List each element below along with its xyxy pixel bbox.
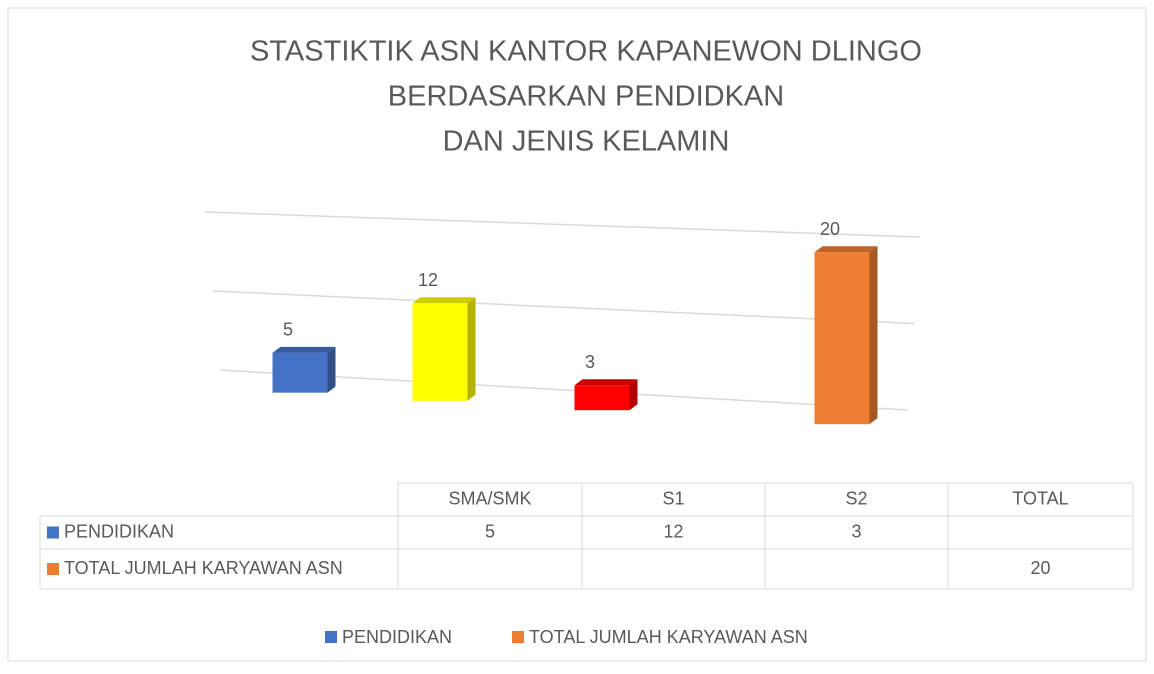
bar-top [814,246,878,253]
table-cell: 20 [1030,558,1050,578]
bar [574,385,630,411]
table-row-label: PENDIDIKAN [64,521,174,541]
table-cell: 12 [663,521,683,541]
legend-label: PENDIDIKAN [342,627,452,647]
chart-title: DAN JENIS KELAMIN [443,126,730,158]
bar-side [629,379,638,411]
data-label: 3 [585,352,595,372]
data-label: 5 [283,320,293,340]
legend-key [325,631,337,643]
table-cell: 5 [485,521,495,541]
legend-key [512,631,524,643]
chart-title: STASTIKTIK ASN KANTOR KAPANEWON DLINGO [250,36,922,68]
bar-side [327,346,336,393]
table-header: S1 [662,488,684,508]
bar-side [467,297,476,401]
chart-frame [7,7,1147,662]
legend-key [47,526,59,539]
table-row-label: TOTAL JUMLAH KARYAWAN ASN [64,558,343,578]
bar [272,352,328,393]
bar-top [574,379,638,386]
data-label: 20 [820,219,840,239]
grid-line [204,211,921,238]
grid-line [212,290,915,325]
table-header: S2 [845,488,867,508]
table-cell: 3 [851,521,861,541]
bar-side [869,246,878,425]
table-header: TOTAL [1012,488,1068,508]
bar [412,303,468,401]
data-label: 12 [418,270,438,290]
bar-top [272,346,336,353]
bar-top [412,297,476,304]
chart-title: BERDASARKAN PENDIDKAN [388,81,784,113]
table-header: SMA/SMK [448,488,531,508]
legend-key [47,563,59,575]
legend-label: TOTAL JUMLAH KARYAWAN ASN [529,627,808,647]
bar [814,252,870,425]
